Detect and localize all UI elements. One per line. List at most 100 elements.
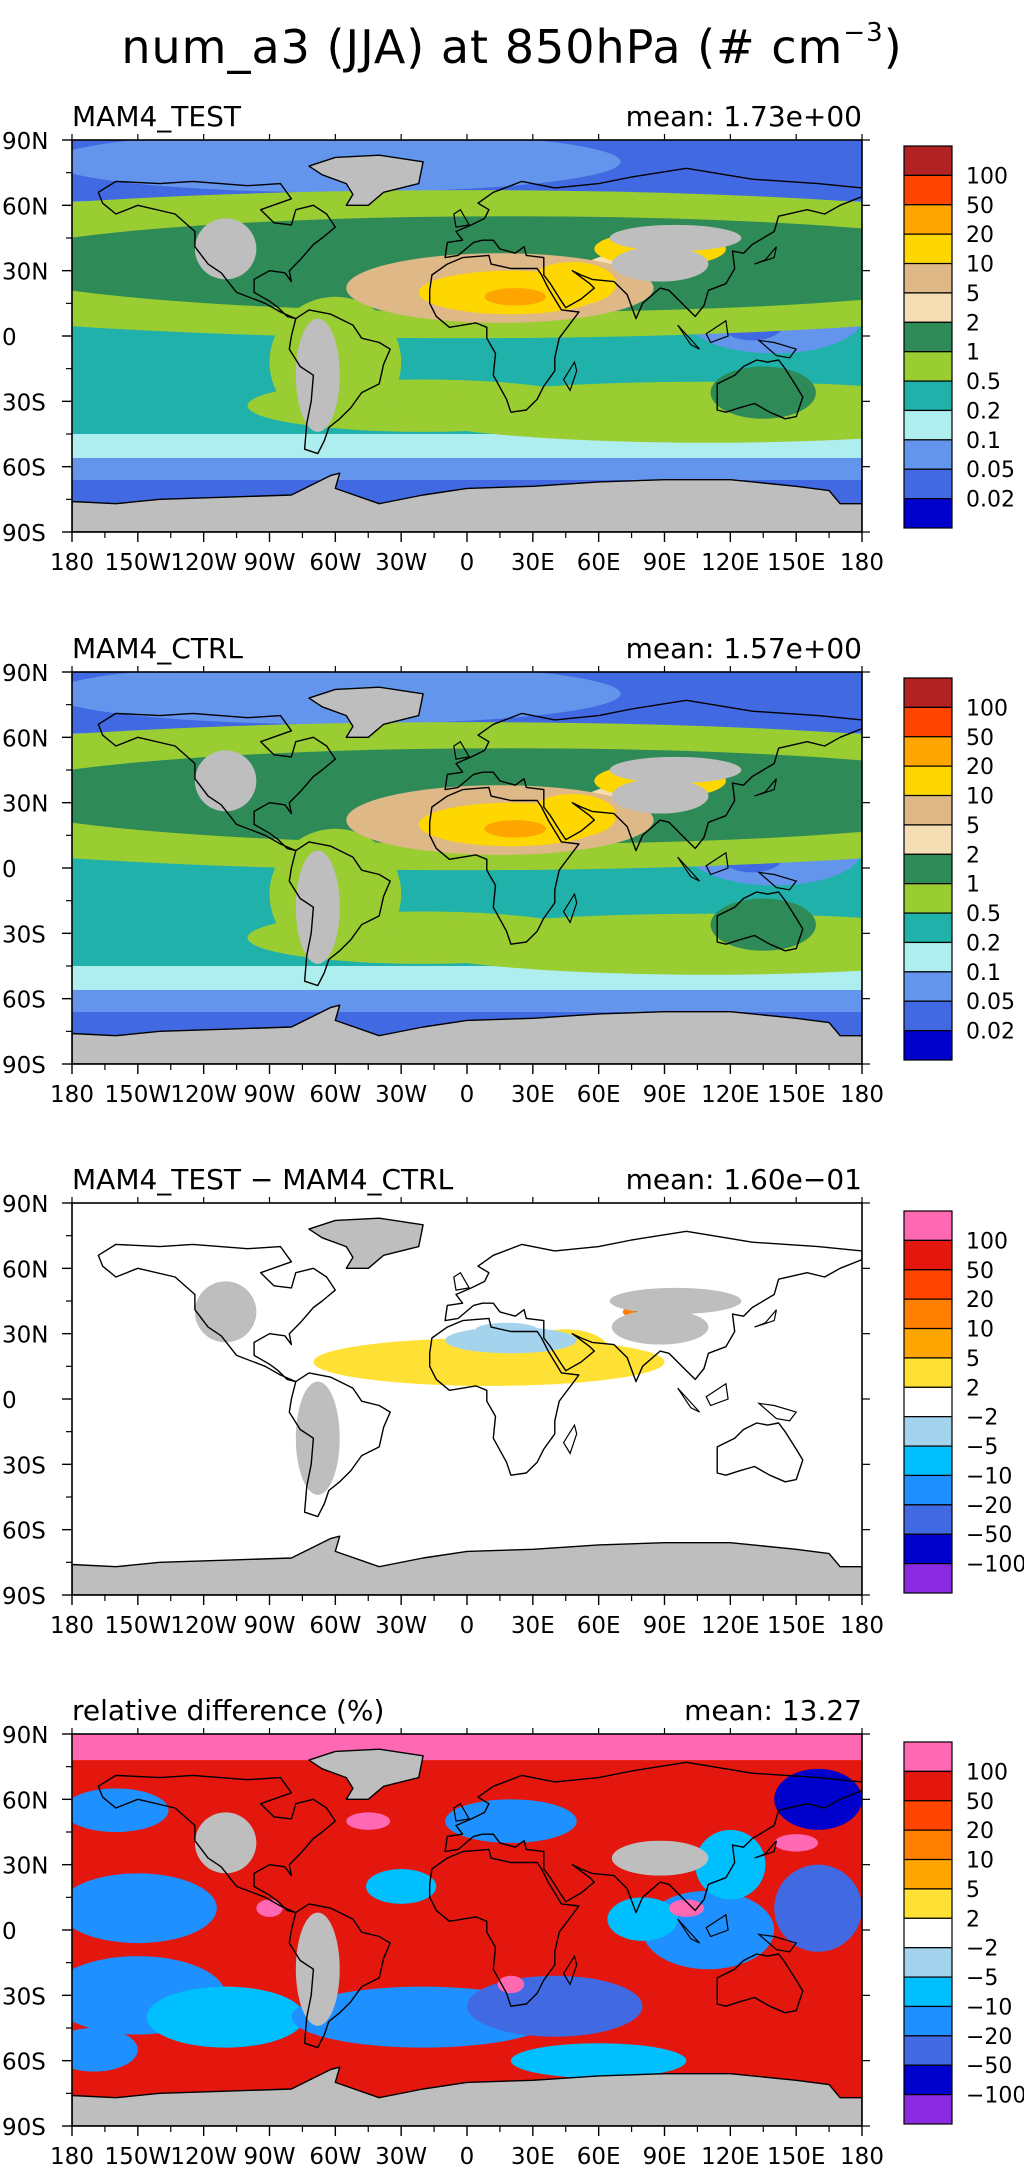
coastline-island-4 — [453, 1271, 471, 1291]
colorbar-swatch — [903, 1269, 953, 1300]
mask-antarctica — [72, 2067, 862, 2126]
coastline-australia — [716, 891, 804, 952]
coastline-africa — [429, 1317, 580, 1476]
colorbar-swatch — [903, 204, 953, 235]
coastlines — [72, 154, 862, 532]
field-neg-patch-13 — [366, 1869, 437, 1904]
field-background — [72, 1203, 862, 1595]
x-tick-label: 120E — [701, 1082, 759, 1108]
colorbar-swatch — [903, 380, 953, 412]
coastline-namerica — [97, 1774, 336, 1914]
colorbar-label: 50 — [966, 1790, 994, 1815]
colorbar-swatch — [903, 2035, 953, 2066]
mask-greenland — [309, 1218, 424, 1269]
colorbar-swatch — [903, 1030, 953, 1061]
x-tick-label: 180 — [50, 1613, 94, 1639]
y-tick-label: 0 — [2, 857, 17, 883]
colorbar-label: 20 — [966, 223, 994, 248]
x-tick-label: 30W — [375, 1082, 427, 1108]
colorbar-swatch — [903, 1858, 953, 1890]
x-tick-label: 30E — [511, 1082, 555, 1108]
y-tick-label: 60N — [2, 1257, 48, 1283]
colorbar-swatch — [903, 174, 953, 206]
colorbar-label: 0.05 — [966, 458, 1015, 483]
x-tick-label: 90E — [643, 1082, 687, 1108]
x-tick-label: 0 — [460, 1613, 475, 1639]
colorbar-swatch — [903, 971, 953, 1002]
x-tick-label: 90W — [243, 550, 295, 576]
coastline-antarctica — [72, 1535, 862, 1595]
x-tick-label: 150E — [767, 1613, 825, 1639]
colorbar-label: −10 — [966, 1464, 1012, 1489]
colorbar-swatch — [903, 2064, 953, 2096]
coastline-africa — [429, 786, 580, 945]
coastline-namerica — [97, 712, 336, 852]
colorbar-swatch — [903, 1000, 953, 1032]
x-tick-label: 180 — [50, 2144, 94, 2170]
colorbar-swatch — [903, 1416, 953, 1447]
colorbar-label: −20 — [966, 2025, 1012, 2050]
coastline-eurasia — [444, 1761, 862, 1914]
coastline-island-1 — [677, 856, 701, 882]
x-tick-label: 0 — [460, 2144, 475, 2170]
panel-title: relative difference (%) — [72, 1694, 384, 1727]
mask-rockies — [194, 750, 257, 812]
colorbar-swatch — [903, 706, 953, 738]
colorbar-label: 0.05 — [966, 990, 1015, 1015]
y-tick-label: 60S — [2, 1519, 46, 1545]
colorbar-swatch — [903, 736, 953, 767]
field-sahara-spot — [484, 820, 546, 838]
coastline-island-0 — [756, 339, 798, 359]
colorbar-label: 2 — [966, 1376, 980, 1401]
colorbar-swatch — [903, 1741, 953, 1772]
field-neg-patch-7 — [695, 1829, 766, 1900]
x-tick-label: 120W — [170, 1082, 237, 1108]
colorbar: 100 50 20 10 5 2 1 0.5 0.2 0.1 0.05 0.02 — [903, 145, 1015, 529]
coastline-island-3 — [754, 1840, 777, 1859]
coastline-greenland — [308, 154, 424, 207]
panel-mean: mean: 13.27 — [684, 1694, 862, 1727]
colorbar-label: 5 — [966, 282, 980, 307]
map-field — [72, 140, 862, 532]
x-tick-label: 90W — [243, 1082, 295, 1108]
field-arabia-core — [528, 793, 617, 838]
coastline-samerica — [288, 309, 391, 455]
y-tick-label: 30S — [2, 1984, 46, 2010]
map-panel-p2: MAM4_CTRL mean: 1.57e+00 180 150W 120W 90W 60W… — [2, 632, 1015, 1108]
colorbar-swatch — [903, 912, 953, 944]
coastline-island-5 — [562, 892, 578, 924]
field-subpolar-south — [72, 989, 862, 1012]
x-tick-label: 180 — [840, 1613, 884, 1639]
x-tick-label: 90W — [243, 2144, 295, 2170]
field-neg-patch-14 — [445, 1799, 577, 1843]
colorbar-swatch — [903, 2005, 953, 2037]
colorbar-label: −2 — [966, 1406, 998, 1431]
colorbar-label: 0.1 — [966, 961, 1001, 986]
x-tick-label: 60E — [577, 1613, 621, 1639]
x-tick-label: 60E — [577, 550, 621, 576]
coastline-island-3 — [754, 1309, 777, 1328]
field-pos-patch-1 — [346, 1812, 391, 1830]
mask-greenland — [309, 155, 424, 206]
mask-tibet — [611, 1309, 709, 1345]
colorbar-swatch — [903, 1976, 953, 2008]
coastline-africa — [429, 254, 580, 413]
field-aus-core — [710, 366, 816, 419]
field-subpolar-south — [72, 457, 862, 480]
y-tick-label: 30N — [2, 1854, 48, 1880]
mask-andes — [295, 850, 340, 964]
x-tick-label: 150W — [105, 1613, 172, 1639]
mask-rockies — [194, 1812, 257, 1874]
map-panel-p4: relative difference (%) mean: 13.27 180 150… — [2, 1694, 1024, 2170]
mask-tibet — [611, 1840, 709, 1876]
coastlines — [72, 1748, 862, 2126]
y-tick-label: 60N — [2, 726, 48, 752]
x-tick-label: 30E — [511, 2144, 555, 2170]
coastline-australia — [716, 1422, 804, 1483]
coastline-eurasia — [444, 1230, 862, 1383]
colorbar-swatch — [903, 2094, 953, 2125]
colorbar-swatch — [903, 1327, 953, 1359]
field-neg-patch-10 — [774, 1768, 862, 1830]
colorbar-swatch — [903, 677, 953, 708]
